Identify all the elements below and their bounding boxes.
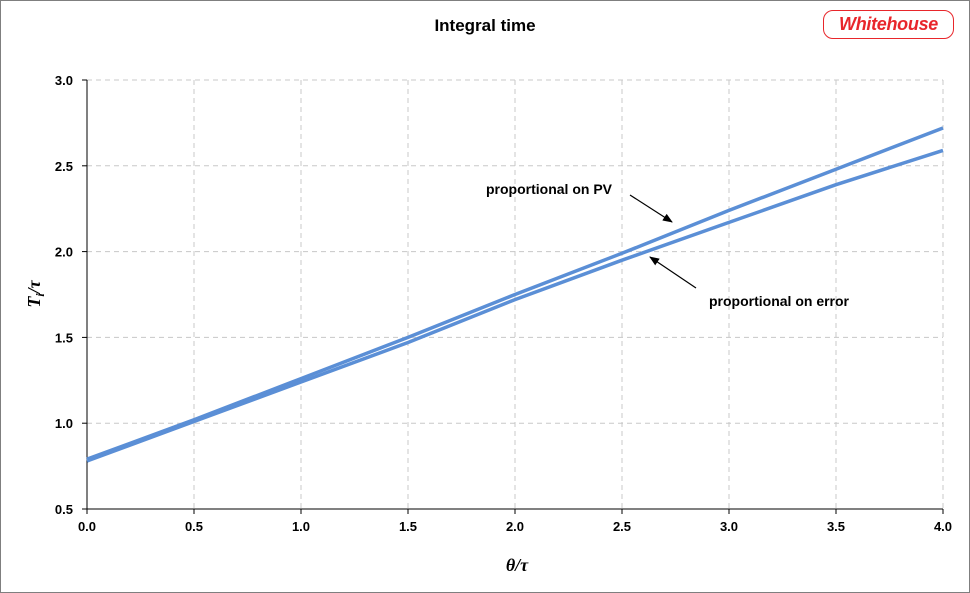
- x-tick-labels: 0.0 0.5 1.0 1.5 2.0 2.5 3.0 3.5 4.0: [78, 519, 952, 534]
- annotation-pv: proportional on PV: [486, 181, 613, 197]
- brand-logo-text: Whitehouse: [839, 14, 938, 34]
- annotation-error: proportional on error: [709, 293, 850, 309]
- series-lines: [86, 126, 944, 463]
- series-line-error: [86, 148, 944, 463]
- x-tick-label: 1.5: [399, 519, 417, 534]
- x-tick-label: 0.5: [185, 519, 203, 534]
- y-tick-label: 3.0: [55, 73, 73, 88]
- x-tick-label: 1.0: [292, 519, 310, 534]
- annotations: proportional on PV proportional on error: [486, 181, 850, 309]
- x-tick-label: 0.0: [78, 519, 96, 534]
- y-tick-label: 0.5: [55, 502, 73, 517]
- axes: [82, 79, 944, 514]
- y-axis-label-main: T: [24, 296, 44, 308]
- x-tick-label: 3.5: [827, 519, 845, 534]
- annotation-error-arrow: [649, 256, 697, 289]
- x-tick-label: 2.0: [506, 519, 524, 534]
- grid-lines: [87, 79, 944, 509]
- series-line-pv: [86, 126, 944, 461]
- x-tick-label: 2.5: [613, 519, 631, 534]
- x-axis-label: θ/τ: [506, 555, 529, 575]
- y-tick-label: 2.5: [55, 159, 73, 174]
- y-axis-label-rest: /τ: [24, 279, 44, 295]
- brand-logo: Whitehouse: [823, 10, 954, 39]
- y-tick-labels: 0.5 1.0 1.5 2.0 2.5 3.0: [55, 73, 73, 517]
- annotation-pv-arrow: [629, 194, 673, 223]
- y-tick-label: 2.0: [55, 245, 73, 260]
- y-axis-label: Ti/τ: [24, 279, 47, 307]
- x-tick-label: 3.0: [720, 519, 738, 534]
- y-tick-label: 1.5: [55, 330, 73, 345]
- y-axis-label-sub: i: [33, 293, 47, 297]
- x-tick-label: 4.0: [934, 519, 952, 534]
- y-tick-label: 1.0: [55, 416, 73, 431]
- chart-title: Integral time: [434, 16, 536, 35]
